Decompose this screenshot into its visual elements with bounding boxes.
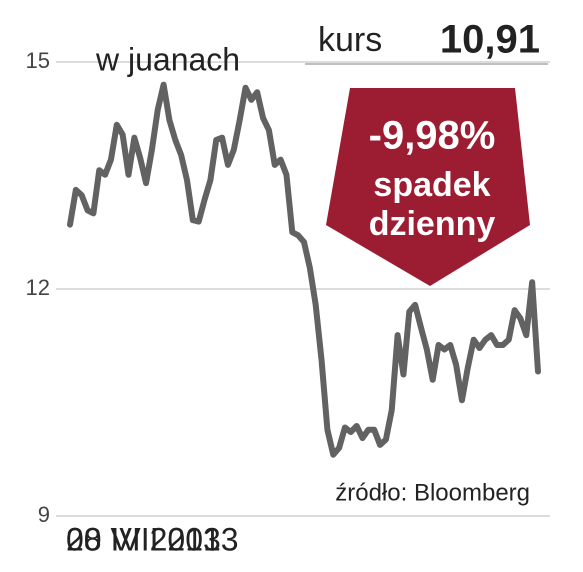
x-tick-label: 20 VIII 2013 [66,521,239,557]
y-tick-label: 9 [38,502,50,527]
price-line [67,81,541,458]
x-tick-label: 08 IV 2013 [66,521,221,557]
y-tick-label: 12 [26,275,50,300]
change-note: dzienny [369,205,496,243]
source: źródło: Bloomberg [335,479,530,506]
change-note: spadek [373,166,490,204]
y-tick-label: 15 [26,48,50,73]
price: 10,91 [440,18,540,62]
change-arrow [326,88,530,286]
price-label: kurs [318,21,382,59]
change: -9,98% [369,114,496,158]
unit-label: w juanach [95,41,240,77]
